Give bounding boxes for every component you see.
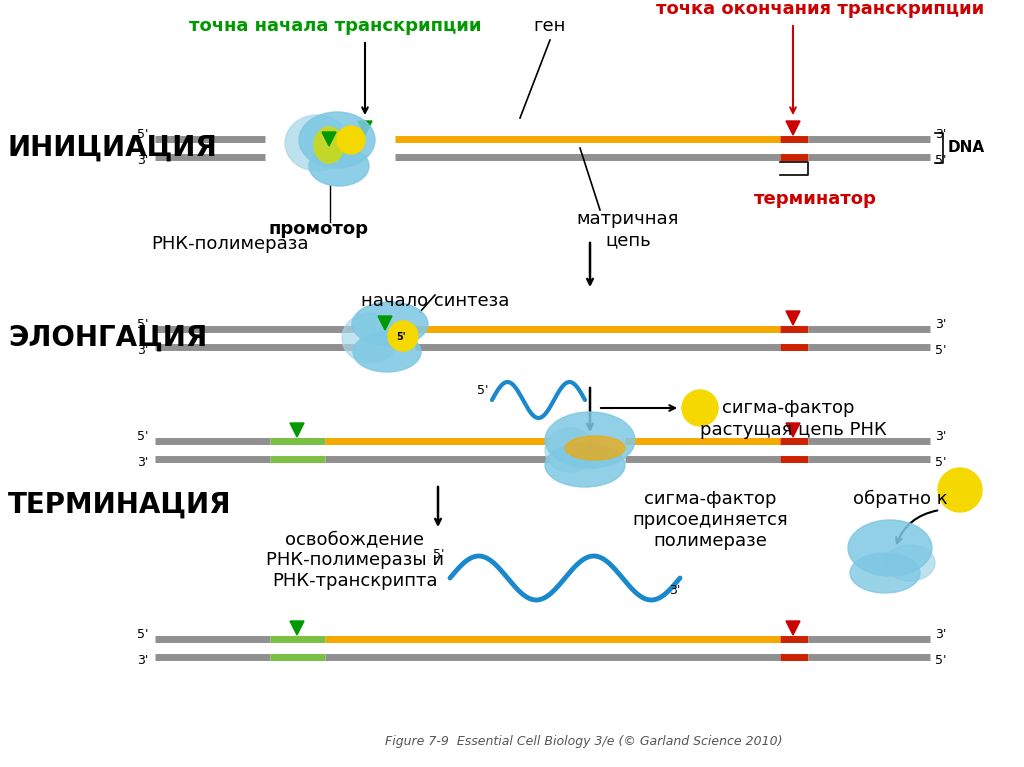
Ellipse shape	[885, 545, 935, 581]
Text: 3': 3'	[136, 456, 148, 469]
Text: освобождение
РНК-полимеразы и
РНК-транскрипта: освобождение РНК-полимеразы и РНК-транск…	[266, 530, 444, 590]
Text: 5': 5'	[433, 548, 445, 561]
Text: DNA: DNA	[948, 140, 985, 156]
Text: терминатор: терминатор	[754, 190, 877, 208]
Text: сигма-фактор
присоединяется
полимеразе: сигма-фактор присоединяется полимеразе	[632, 490, 787, 550]
Text: 5': 5'	[136, 430, 148, 443]
Text: ИНИЦИАЦИЯ: ИНИЦИАЦИЯ	[8, 134, 218, 162]
Ellipse shape	[342, 313, 398, 363]
Text: 5': 5'	[935, 344, 946, 357]
Text: 3': 3'	[935, 129, 946, 141]
Text: 3': 3'	[136, 344, 148, 357]
Text: 3': 3'	[935, 430, 946, 443]
Polygon shape	[322, 132, 336, 146]
Text: точка окончания транскрипции: точка окончания транскрипции	[656, 0, 984, 18]
Text: 3': 3'	[136, 154, 148, 167]
Text: ЭЛОНГАЦИЯ: ЭЛОНГАЦИЯ	[8, 324, 207, 352]
Ellipse shape	[545, 412, 635, 468]
Polygon shape	[290, 423, 304, 437]
Circle shape	[337, 126, 365, 154]
Polygon shape	[786, 621, 800, 635]
Text: Figure 7-9  Essential Cell Biology 3/e (© Garland Science 2010): Figure 7-9 Essential Cell Biology 3/e (©…	[385, 735, 782, 748]
Polygon shape	[378, 316, 392, 330]
Text: 5': 5'	[136, 318, 148, 331]
Ellipse shape	[285, 115, 349, 171]
Text: матричная
цепь: матричная цепь	[577, 210, 679, 249]
Ellipse shape	[848, 520, 932, 576]
Ellipse shape	[565, 436, 625, 460]
Text: 3': 3'	[136, 654, 148, 667]
Text: РНК-полимераза: РНК-полимераза	[152, 235, 309, 253]
Text: сигма-фактор: сигма-фактор	[722, 399, 854, 417]
Text: 3': 3'	[935, 318, 946, 331]
Ellipse shape	[352, 302, 428, 346]
Text: начало синтеза: начало синтеза	[360, 292, 509, 310]
Ellipse shape	[314, 127, 344, 163]
Text: обратно к: обратно к	[853, 490, 947, 509]
Text: точна начала транскрипции: точна начала транскрипции	[188, 17, 481, 35]
Text: 5': 5'	[935, 654, 946, 667]
Text: промотор: промотор	[268, 220, 368, 238]
Polygon shape	[290, 621, 304, 635]
Text: 5': 5'	[396, 332, 406, 342]
Ellipse shape	[545, 443, 625, 487]
Text: 5': 5'	[476, 384, 488, 397]
Circle shape	[682, 390, 718, 426]
Text: растущая цепь РНК: растущая цепь РНК	[700, 421, 887, 439]
Circle shape	[938, 468, 982, 512]
Text: 5': 5'	[935, 456, 946, 469]
Ellipse shape	[545, 428, 595, 472]
Text: 3': 3'	[669, 584, 680, 597]
Ellipse shape	[309, 146, 369, 186]
Polygon shape	[786, 311, 800, 325]
Text: 5': 5'	[935, 154, 946, 167]
Circle shape	[388, 321, 418, 351]
Text: 5': 5'	[136, 129, 148, 141]
Ellipse shape	[299, 112, 375, 168]
Text: 5': 5'	[136, 628, 148, 641]
Text: ген: ген	[534, 17, 566, 35]
Polygon shape	[358, 121, 372, 135]
Polygon shape	[786, 423, 800, 437]
Ellipse shape	[353, 332, 421, 372]
Text: ТЕРМИНАЦИЯ: ТЕРМИНАЦИЯ	[8, 491, 231, 519]
Ellipse shape	[850, 553, 920, 593]
Polygon shape	[786, 121, 800, 135]
Text: 3': 3'	[935, 628, 946, 641]
